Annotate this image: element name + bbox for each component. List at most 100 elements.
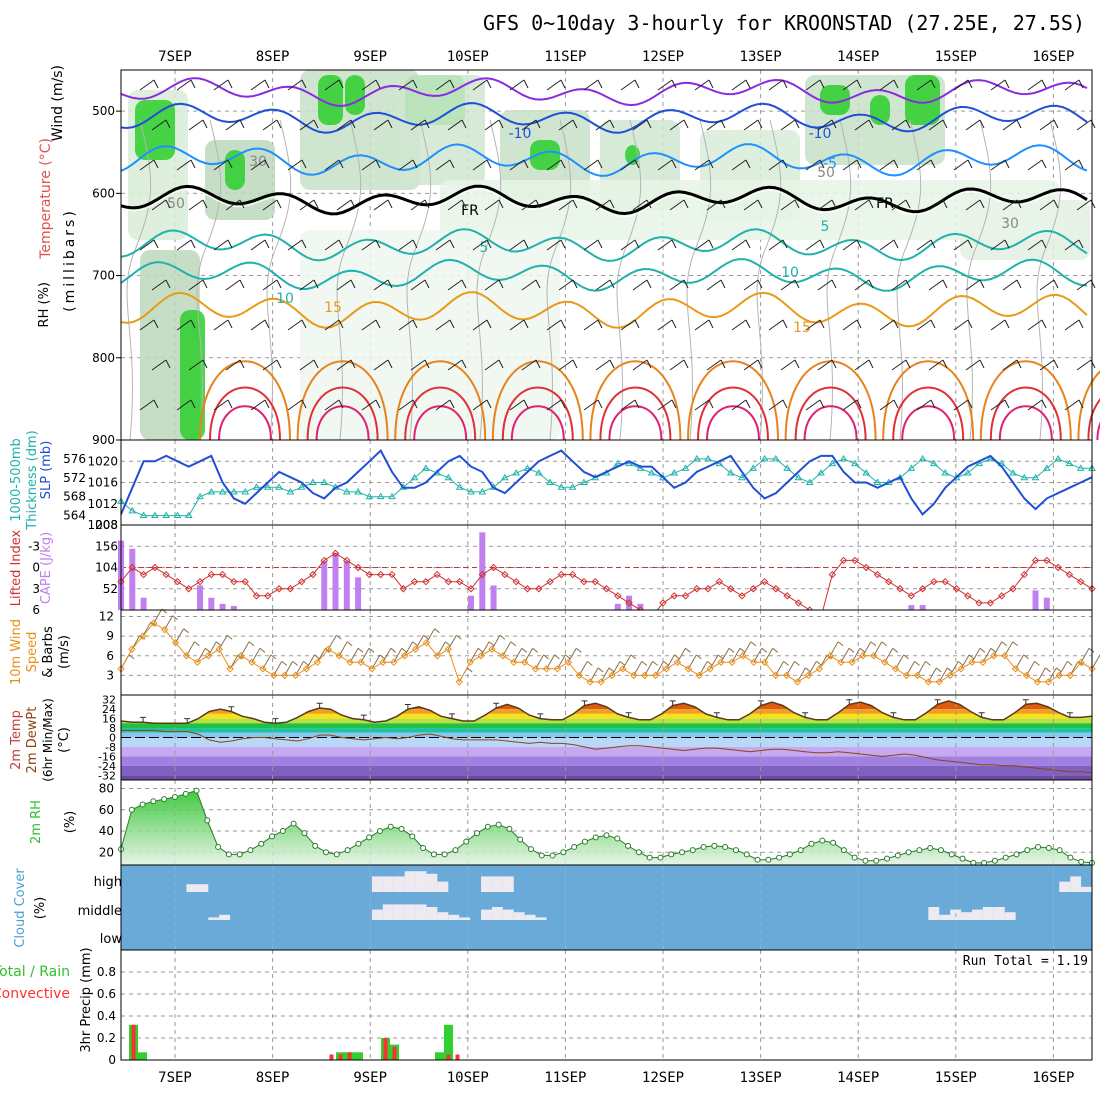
li-line-marker <box>772 585 780 593</box>
cape-bar <box>321 560 328 610</box>
minmax-bar <box>449 713 456 719</box>
wind-speed-line-marker <box>935 678 943 686</box>
date-label: 15SEP <box>935 1070 977 1086</box>
high-cloud <box>415 871 427 892</box>
li-line-marker <box>535 585 543 593</box>
wind-barb <box>817 119 837 131</box>
rain-bar <box>435 1052 444 1060</box>
wind-barb <box>1064 319 1084 331</box>
wind-speed-line-marker <box>520 658 529 667</box>
wind-barb <box>916 159 936 171</box>
li-line-marker <box>196 577 204 586</box>
rh-line-marker <box>215 843 222 850</box>
wind-speed-line-marker <box>990 652 998 660</box>
cape-bar <box>1032 590 1039 610</box>
wind-barb <box>817 199 837 211</box>
thickness-line-marker <box>930 459 938 467</box>
rh-line-marker <box>225 851 232 858</box>
wind-barb <box>139 159 159 171</box>
thickness-line-marker <box>681 464 690 471</box>
li-line-marker <box>478 570 487 579</box>
wind-speed-line-marker <box>1044 678 1053 686</box>
wind-barb <box>447 279 467 291</box>
wind-barb <box>990 159 1010 171</box>
li-line-marker <box>512 577 520 586</box>
mid-cloud <box>502 909 514 920</box>
slp-tick: 1012 <box>87 497 118 511</box>
wind-barb <box>509 159 529 171</box>
wind-speed-line-marker <box>1066 671 1074 680</box>
thickness-line-marker <box>963 469 972 476</box>
freezing-level <box>120 184 1088 216</box>
rh-line-marker <box>765 856 772 863</box>
wind-barb <box>324 159 344 171</box>
li-line-marker <box>794 599 803 607</box>
thickness-line-marker <box>546 478 554 485</box>
li-line-marker <box>151 563 159 572</box>
contour-label: 30 <box>1001 216 1019 232</box>
li-line-marker <box>715 577 724 586</box>
thickness-line-marker <box>1042 464 1051 471</box>
minmax-bar <box>537 713 544 719</box>
wind-barb <box>188 359 208 371</box>
rh-line-marker <box>1013 851 1020 858</box>
rh-line-marker <box>776 854 783 861</box>
wind-barb <box>842 319 862 331</box>
precip-tick: 0.4 <box>97 1009 116 1023</box>
rh-area <box>318 75 343 125</box>
li-line-marker <box>568 570 577 579</box>
date-label: 15SEP <box>935 49 977 65</box>
wind-speed-line-marker <box>411 645 420 653</box>
temp-band <box>121 746 1092 757</box>
date-label: 9SEP <box>353 49 387 65</box>
li-line-marker <box>659 599 667 607</box>
mid-cloud <box>993 907 1005 920</box>
rh-line-marker <box>851 854 858 861</box>
wind-barb <box>410 199 430 211</box>
thickness-line-marker <box>794 473 803 481</box>
thickness-line-marker <box>263 483 272 490</box>
wind-barb <box>225 199 245 211</box>
temp-tick: -32 <box>98 769 116 782</box>
wind-barb <box>1002 359 1022 371</box>
rh-line-marker <box>495 821 502 828</box>
thickness-line-marker <box>805 478 814 485</box>
li-line-marker <box>862 563 870 572</box>
rh-line-marker <box>722 843 729 850</box>
isotherm-15 <box>120 291 1088 329</box>
li-line-marker <box>444 577 453 586</box>
wind-barb <box>410 119 430 131</box>
thickness-line-marker <box>907 464 916 471</box>
cape-bar <box>230 605 237 610</box>
wind-speed-line-marker <box>815 665 823 673</box>
temp-band <box>121 765 1092 776</box>
wind-barb <box>435 319 455 331</box>
thickness-line-marker <box>444 473 453 481</box>
li-line-marker <box>997 592 1006 600</box>
li-line-marker <box>489 563 498 572</box>
cape-li-panel: 52 104 156 208 -3 0 3 6 <box>28 518 1096 621</box>
wind-barb <box>225 119 245 131</box>
date-label: 10SEP <box>447 1070 489 1086</box>
cape-bar <box>343 560 350 610</box>
rh-line-marker <box>991 857 998 864</box>
contour-label: -10 <box>509 126 532 142</box>
wind-speed-line-marker <box>619 665 627 673</box>
wind-barb <box>620 79 640 91</box>
rh-line-marker <box>1002 854 1009 861</box>
wind-barb <box>595 119 615 131</box>
wind-barb <box>250 319 270 331</box>
high-cloud <box>404 871 416 892</box>
wind-barb <box>398 239 418 251</box>
wind-barb <box>583 159 603 171</box>
wind-barb <box>1002 199 1022 211</box>
wind-speed-line-marker <box>881 658 889 667</box>
wind-barb <box>546 159 566 171</box>
thickness-line-marker <box>162 511 171 519</box>
pressure-tick: 500 <box>92 104 115 118</box>
date-label: 14SEP <box>837 49 879 65</box>
thickness-line-marker <box>828 459 837 467</box>
wind-barb <box>1027 399 1047 411</box>
li-line-marker <box>207 570 216 579</box>
rh-line-marker <box>139 801 146 808</box>
